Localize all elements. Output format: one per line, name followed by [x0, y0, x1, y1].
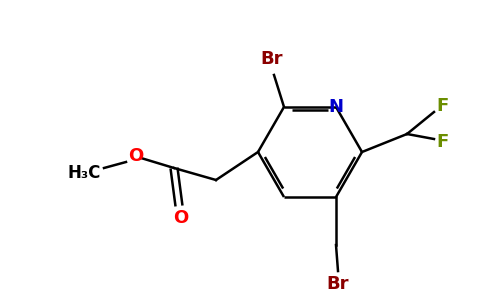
Text: O: O	[128, 147, 144, 165]
Text: Br: Br	[261, 50, 283, 68]
Text: O: O	[173, 209, 189, 227]
Text: H₃C: H₃C	[67, 164, 101, 182]
Text: F: F	[436, 97, 448, 115]
Text: N: N	[329, 98, 344, 116]
Text: F: F	[436, 133, 448, 151]
Text: Br: Br	[327, 275, 349, 293]
